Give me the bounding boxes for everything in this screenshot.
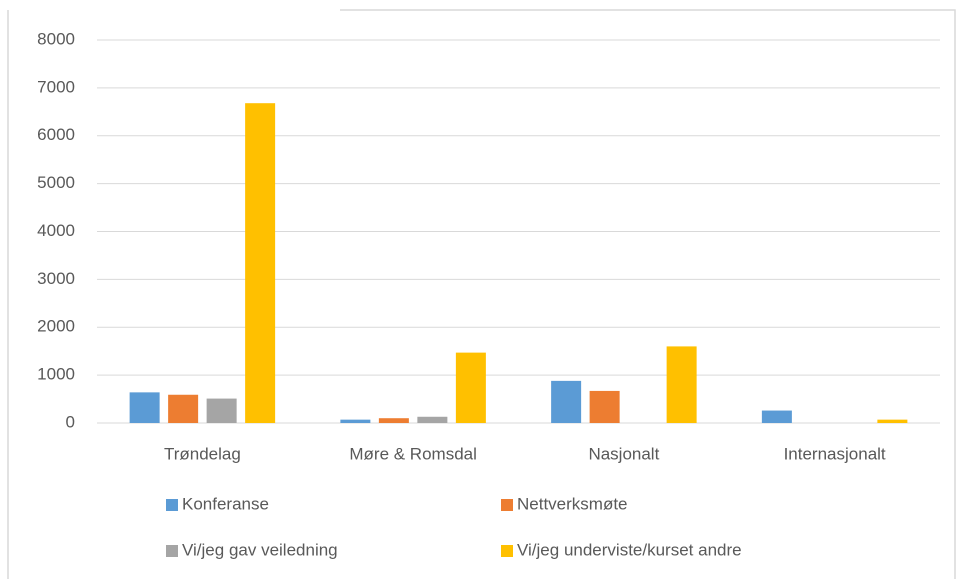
bar — [129, 392, 160, 423]
y-tick-label: 2000 — [37, 317, 75, 336]
x-tick-label: Nasjonalt — [588, 444, 659, 463]
bar — [206, 398, 237, 423]
y-tick-label: 0 — [66, 412, 75, 431]
bar — [417, 416, 448, 423]
legend-swatch — [166, 499, 178, 511]
legend-label: Vi/jeg underviste/kurset andre — [517, 540, 742, 559]
y-tick-label: 3000 — [37, 269, 75, 288]
y-tick-label: 5000 — [37, 173, 75, 192]
chart-border — [7, 9, 956, 579]
y-tick-label: 7000 — [37, 77, 75, 96]
legend-swatch — [166, 545, 178, 557]
legend-swatch — [501, 545, 513, 557]
bar — [589, 390, 620, 423]
legend-label: Konferanse — [182, 494, 269, 513]
bar — [245, 103, 276, 423]
legend-label: Nettverksmøte — [517, 494, 628, 513]
bar — [666, 346, 697, 423]
bar — [761, 410, 792, 423]
bar — [340, 419, 371, 423]
y-tick-label: 1000 — [37, 365, 75, 384]
bar — [877, 419, 908, 423]
y-tick-label: 8000 — [37, 29, 75, 48]
y-tick-label: 4000 — [37, 221, 75, 240]
bar — [168, 394, 199, 423]
x-tick-label: Møre & Romsdal — [349, 444, 477, 463]
x-tick-label: Trøndelag — [164, 444, 241, 463]
legend-label: Vi/jeg gav veiledning — [182, 540, 338, 559]
legend-swatch — [501, 499, 513, 511]
bar — [455, 352, 486, 423]
x-tick-label: Internasjonalt — [784, 444, 886, 463]
bar — [378, 418, 409, 423]
y-tick-label: 6000 — [37, 125, 75, 144]
bar — [551, 380, 582, 423]
